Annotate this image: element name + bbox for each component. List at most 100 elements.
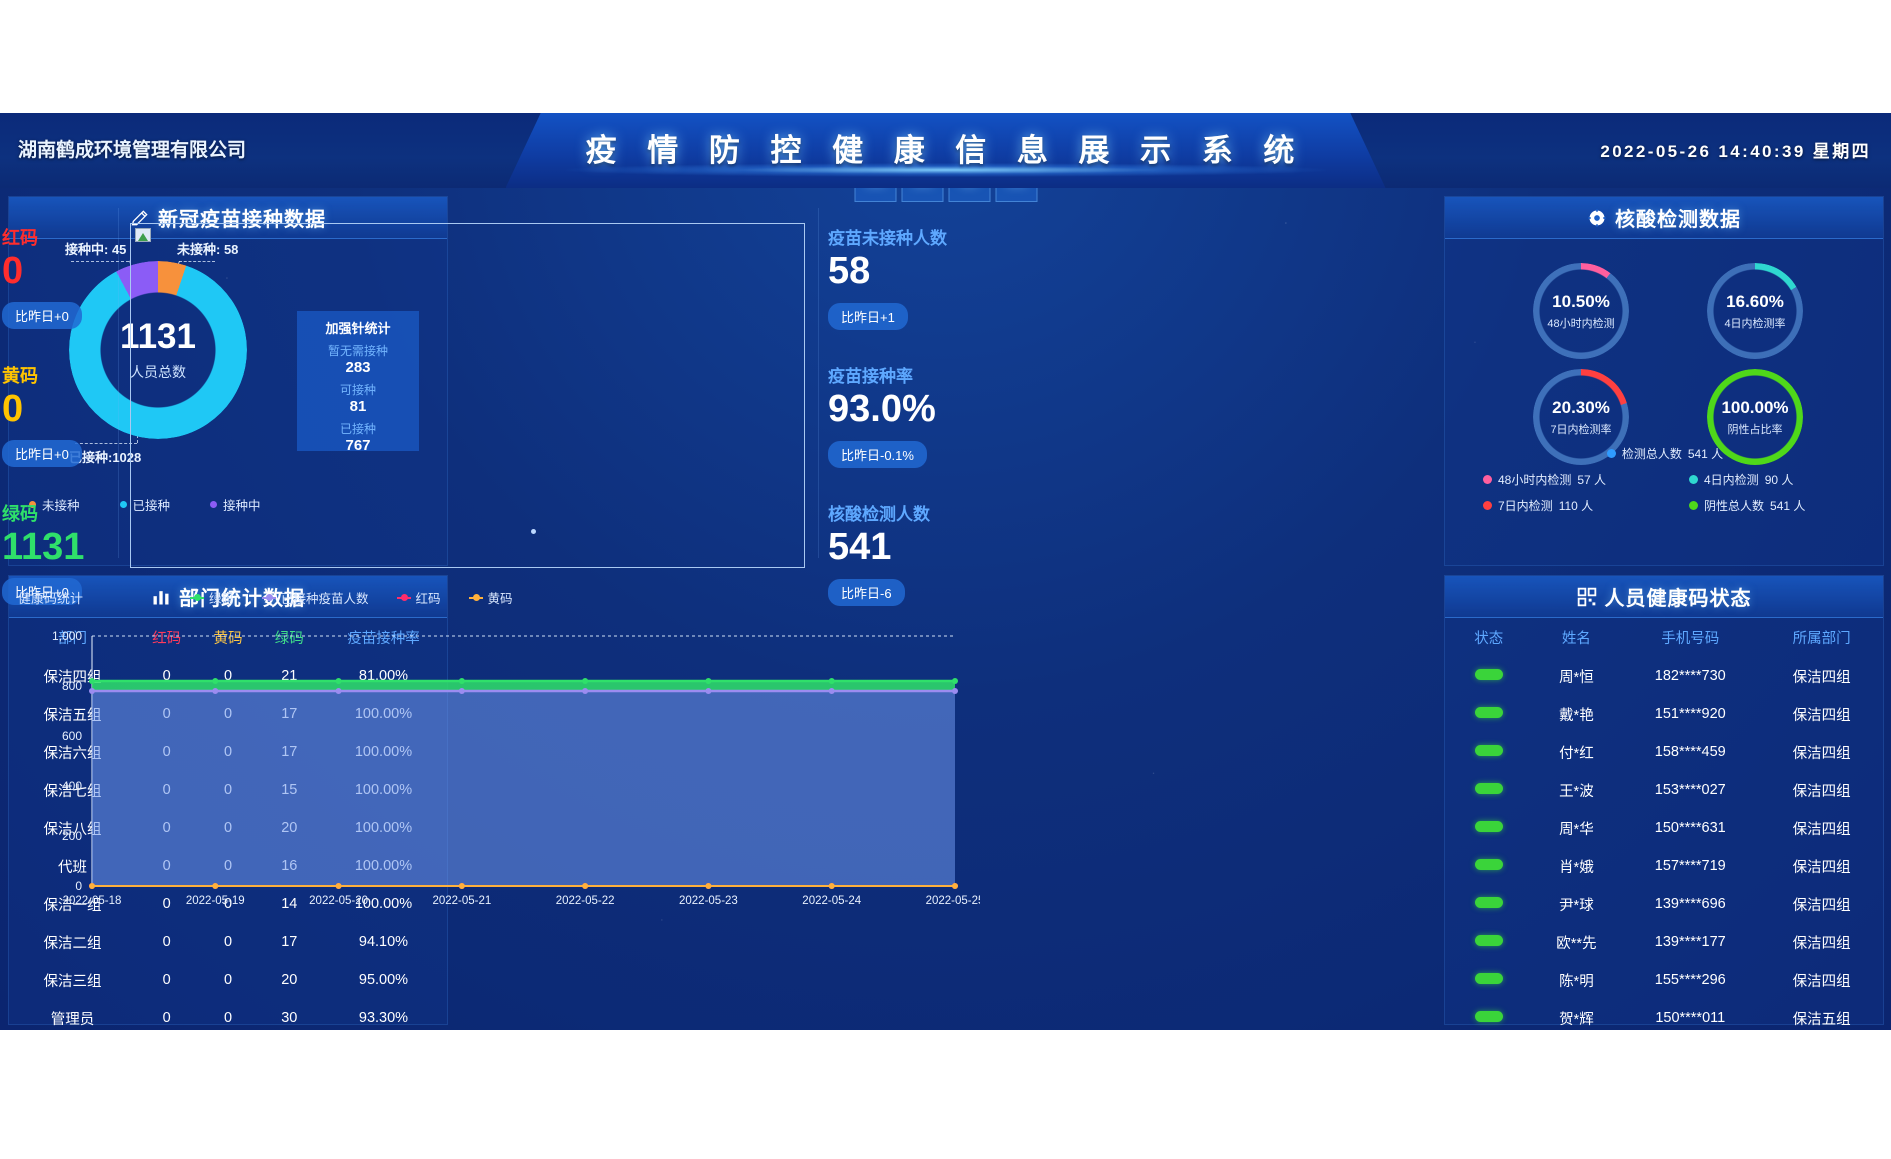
nat-legend-value-1: 90 人	[1764, 473, 1794, 487]
cell-dept: 保洁四组	[1792, 669, 1851, 686]
data-point	[705, 688, 712, 694]
data-point	[828, 883, 835, 889]
map-marker-dot	[531, 529, 536, 534]
nat-legend-dot-icon-3	[1689, 501, 1698, 510]
ring-content-0: 10.50% 48小时内检测	[1533, 263, 1629, 359]
cell-yellow: 0	[223, 896, 233, 912]
chart-legend-item-3[interactable]: 黄码	[468, 588, 513, 607]
table-row[interactable]: 保洁三组 0 0 20 95.00%	[9, 961, 447, 999]
stat-value-1: 93.0%	[828, 388, 936, 430]
nat-legend-dot-icon-1	[1689, 475, 1698, 484]
green-status-icon	[1474, 821, 1503, 832]
booster-key-1: 可接种	[339, 383, 376, 397]
x-tick-label: 2022-05-24	[802, 895, 861, 907]
stat-delta-0: 比昨日+1	[828, 302, 908, 330]
green-status-icon	[1474, 783, 1503, 794]
department-panel-header: 部门统计数据	[9, 576, 447, 618]
vaccine-panel: 新冠疫苗接种数据 接种中: 45 未接种: 58 已接种:1028 1131 人…	[8, 196, 448, 566]
list-item[interactable]: 陈*明 155****296 保洁四组	[1445, 961, 1883, 999]
cell-status	[1445, 923, 1533, 961]
data-point	[582, 688, 589, 694]
chart-legend-item-0[interactable]: 绿码	[190, 588, 234, 607]
data-point	[335, 678, 342, 684]
chart-legend-marker-icon-3	[468, 593, 483, 602]
cell-phone: 139****696	[1654, 896, 1726, 912]
y-tick-label: 1,000	[52, 629, 82, 643]
donut-total-label: 人员总数	[130, 363, 186, 380]
stat-card-unvaccinated: 疫苗未接种人数 58 比昨日+1	[824, 218, 980, 356]
vaccine-panel-title: 新冠疫苗接种数据	[158, 209, 326, 231]
list-item[interactable]: 肖*娥 157****719 保洁四组	[1445, 847, 1883, 885]
cell-dept: 保洁四组	[1792, 859, 1851, 876]
cell-dept: 保洁一组	[43, 897, 102, 914]
nat-legend-item-1: 4日内检测 90 人	[1665, 471, 1885, 488]
nat-legend-value-3: 541 人	[1770, 499, 1806, 513]
app-header: 湖南鹤成环境管理有限公司 疫 情 防 控 健 康 信 息 展 示 系 统 202…	[0, 113, 1891, 188]
x-tick-label: 2022-05-19	[186, 895, 245, 907]
col-header-dept: 部门	[58, 631, 87, 647]
health-code-status-panel: 人员健康码状态 状态 姓名 手机号码 所属部门 周*恒 182****730 保洁四…	[1444, 575, 1884, 1028]
data-point	[705, 883, 712, 889]
stat-value-0: 58	[828, 250, 871, 292]
data-point	[705, 678, 712, 684]
nat-ring-gauges: 10.50% 48小时内检测 16.60% 4日内检测率 20.30% 7日内检测率 100…	[1445, 239, 1885, 484]
chart-legend-label-2: 红码	[415, 592, 441, 606]
table-row[interactable]: 保洁一组 0 0 14 100.00%	[9, 885, 447, 923]
list-item[interactable]: 周*恒 182****730 保洁四组	[1445, 657, 1883, 695]
cell-name: 尹*球	[1559, 897, 1594, 914]
cell-dept: 保洁三组	[43, 973, 102, 990]
list-item[interactable]: 王*波 153****027 保洁四组	[1445, 771, 1883, 809]
x-tick-label: 2022-05-21	[432, 895, 491, 907]
cell-status	[1445, 733, 1533, 771]
list-item[interactable]: 付*红 158****459 保洁四组	[1445, 733, 1883, 771]
cell-phone: 155****296	[1654, 972, 1726, 988]
cell-phone: 150****631	[1654, 820, 1726, 836]
nat-legend-total: 检测总人数 541 人	[1606, 445, 1723, 462]
list-item[interactable]: 尹*球 139****696 保洁四组	[1445, 885, 1883, 923]
cell-status	[1445, 885, 1533, 923]
chart-legend-item-1[interactable]: 已接种疫苗人数	[262, 588, 369, 607]
red-code-label: 红码	[2, 228, 38, 248]
ring-content-3: 100.00% 阴性占比率	[1707, 369, 1803, 465]
nat-legend-dot-icon-2	[1483, 501, 1492, 510]
green-status-icon	[1474, 745, 1503, 756]
list-item[interactable]: 贺*辉 150****011 保洁五组	[1445, 999, 1883, 1030]
cell-name: 戴*艳	[1559, 707, 1594, 724]
cell-status	[1445, 999, 1533, 1030]
data-point	[952, 688, 958, 694]
cell-phone: 157****719	[1654, 858, 1726, 874]
nat-legend-label-3: 阴性总人数	[1704, 499, 1765, 513]
health-table-header-row: 状态 姓名 手机号码 所属部门	[1445, 618, 1883, 657]
nat-legend-total-row: 检测总人数 541 人	[1445, 445, 1885, 462]
cell-dept: 代班	[58, 859, 87, 876]
ring-arc-3	[1707, 369, 1803, 465]
chart-legend-item-2[interactable]: 红码	[396, 588, 441, 607]
cell-green: 17	[281, 934, 298, 950]
cell-status	[1445, 809, 1533, 847]
col-header-rate: 疫苗接种率	[347, 631, 420, 647]
nat-legend-label-1: 4日内检测	[1704, 473, 1759, 487]
cell-dept: 保洁五组	[1792, 1011, 1851, 1028]
table-row[interactable]: 保洁二组 0 0 17 94.10%	[9, 923, 447, 961]
ring-content-1: 16.60% 4日内检测率	[1707, 263, 1803, 359]
cell-green: 14	[281, 896, 298, 912]
list-item[interactable]: 欧**先 139****177 保洁四组	[1445, 923, 1883, 961]
datetime-display: 2022-05-26 14:40:39 星期四	[1600, 142, 1871, 161]
chart-legend-marker-icon-0	[190, 593, 204, 602]
data-point	[458, 678, 465, 684]
cell-name: 王*波	[1559, 783, 1594, 800]
list-item[interactable]: 戴*艳 151****920 保洁四组	[1445, 695, 1883, 733]
green-code-value: 1131	[2, 526, 85, 568]
nat-legend-row-2: 7日内检测 110 人 阴性总人数 541 人	[1445, 497, 1885, 514]
ring-cap-0: 48小时内检测	[1547, 317, 1615, 330]
ring-cap-1: 4日内检测率	[1724, 317, 1786, 330]
health-panel-header: 人员健康码状态	[1445, 576, 1883, 618]
legend-label-2: 接种中	[223, 499, 261, 513]
data-point	[828, 688, 835, 694]
stat-label-2: 核酸检测人数	[828, 505, 930, 524]
donut-ring	[69, 261, 247, 439]
ring-arc-1	[1707, 263, 1803, 359]
donut-legend: 未接种 已接种 接种中	[29, 495, 261, 514]
table-row[interactable]: 管理员 0 0 30 93.30%	[9, 999, 447, 1030]
list-item[interactable]: 周*华 150****631 保洁四组	[1445, 809, 1883, 847]
